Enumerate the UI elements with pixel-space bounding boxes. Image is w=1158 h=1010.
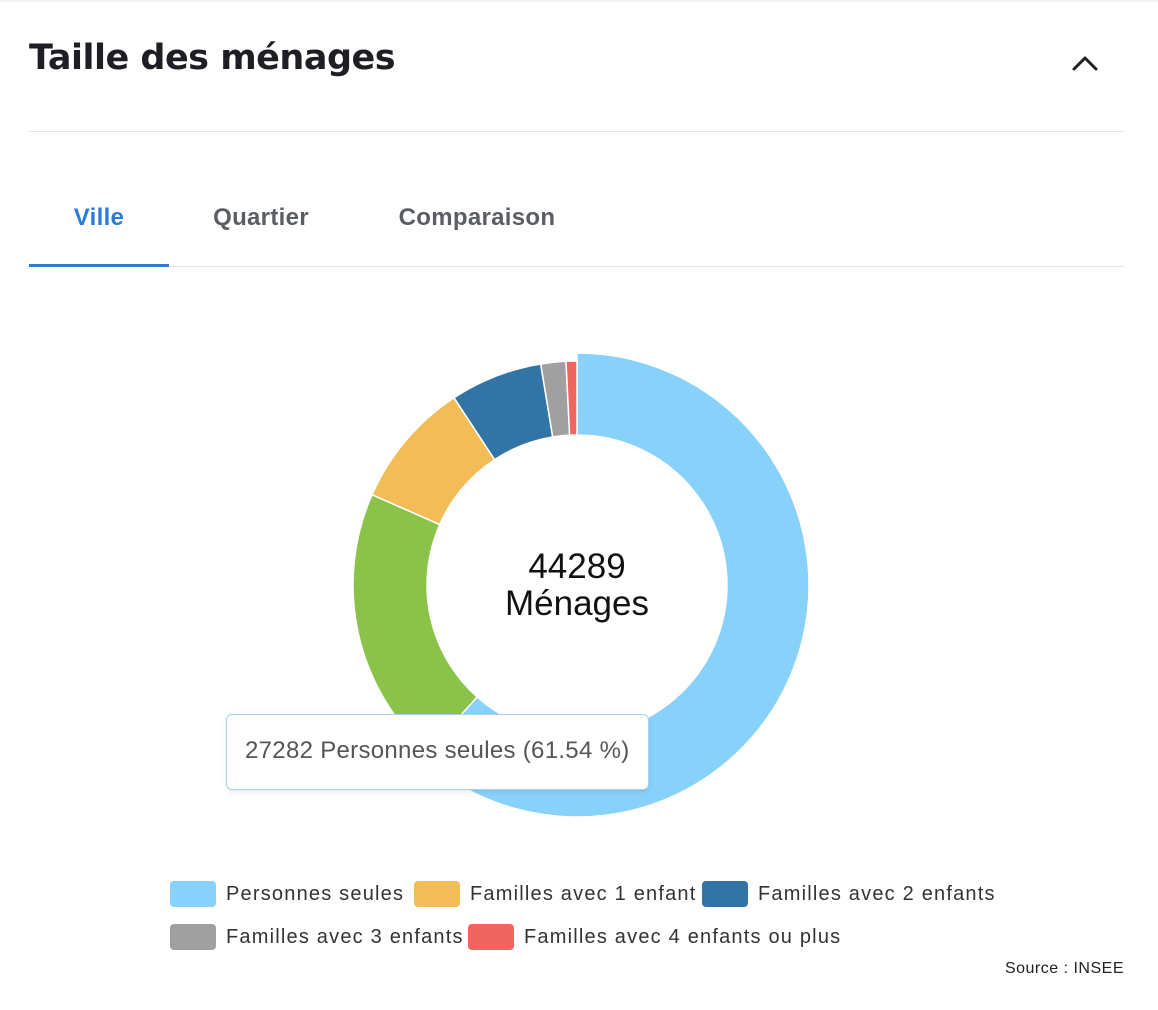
legend-item-2-enfants[interactable]: Familles avec 2 enfants — [702, 880, 1062, 908]
legend-label: Familles avec 3 enfants — [226, 925, 464, 948]
legend-item-personnes-seules[interactable]: Personnes seules — [170, 880, 414, 908]
legend-swatch — [702, 881, 748, 907]
donut-slice-0[interactable] — [421, 352, 810, 818]
legend-item-1-enfant[interactable]: Familles avec 1 enfant — [414, 880, 702, 908]
legend-swatch — [170, 881, 216, 907]
section-header: Taille des ménages — [29, 30, 1125, 100]
data-source: Source : INSEE — [1004, 960, 1124, 977]
tab-comparaison[interactable]: Comparaison — [398, 204, 556, 231]
legend-label: Familles avec 1 enfant — [470, 882, 697, 905]
total-unit: Ménages — [505, 584, 649, 623]
tab-bar: Ville Quartier Comparaison — [29, 180, 1125, 267]
legend-label: Familles avec 2 enfants — [758, 882, 996, 905]
tab-quartier[interactable]: Quartier — [213, 204, 309, 231]
legend-swatch — [414, 881, 460, 907]
legend-swatch — [170, 924, 216, 950]
collapse-button[interactable] — [1065, 44, 1105, 84]
legend-label: Personnes seules — [226, 882, 405, 905]
chart-tooltip: 27282 Personnes seules (61.54 %) — [226, 714, 649, 790]
donut-chart — [352, 352, 810, 818]
legend-item-4-enfants-ou-plus[interactable]: Familles avec 4 enfants ou plus — [468, 923, 888, 951]
legend-swatch — [468, 924, 514, 950]
total-value: 44289 — [528, 547, 626, 586]
donut-center-label: 44289 Ménages — [437, 548, 717, 622]
tab-ville[interactable]: Ville — [29, 180, 169, 267]
donut-slice-5[interactable] — [565, 360, 578, 436]
top-border — [0, 0, 1158, 2]
legend-label: Familles avec 4 enfants ou plus — [524, 925, 842, 948]
legend-item-3-enfants[interactable]: Familles avec 3 enfants — [170, 923, 470, 951]
chevron-up-icon — [1072, 56, 1098, 71]
section-title: Taille des ménages — [29, 38, 396, 78]
chart-area: 44289 Ménages 27282 Personnes seules (61… — [0, 280, 1158, 880]
header-divider — [29, 131, 1125, 132]
